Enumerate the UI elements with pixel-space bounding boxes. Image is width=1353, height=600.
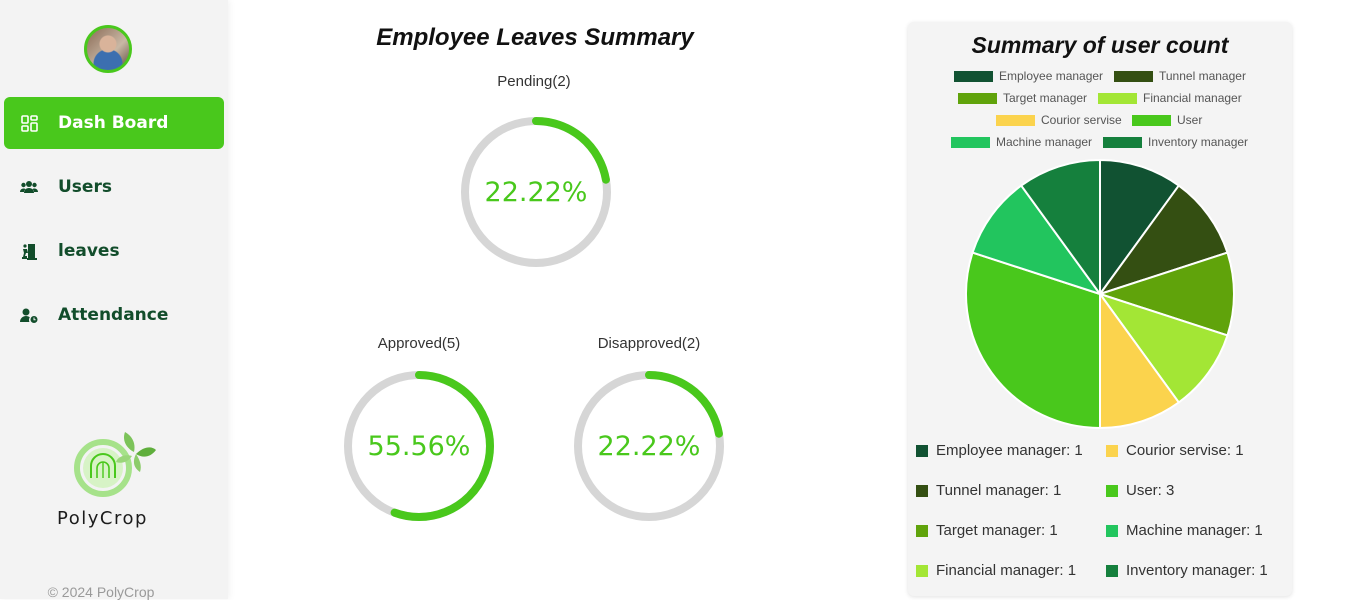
legend-swatch — [1103, 136, 1142, 148]
users-icon — [20, 178, 38, 196]
approved-percent: 55.56% — [367, 430, 471, 462]
legend-swatch — [951, 136, 990, 148]
legend-label: Courior servise — [1041, 113, 1122, 127]
count-legend-label: Employee manager: 1 — [936, 442, 1083, 459]
count-legend-label: Machine manager: 1 — [1126, 522, 1263, 539]
copyright-text: © 2024 PolyCrop — [47, 584, 155, 600]
legend-swatch — [1106, 524, 1118, 537]
legend-swatch — [1106, 564, 1118, 577]
legend-item[interactable]: Financial manager — [1098, 91, 1242, 105]
sidebar-item-attendance[interactable]: Attendance — [4, 289, 224, 341]
legend-swatch — [958, 92, 997, 104]
pending-label: Pending(2) — [497, 73, 571, 90]
legend-label: Machine manager — [996, 135, 1093, 149]
legend-item[interactable]: Machine manager — [951, 135, 1092, 149]
legend-item[interactable]: Inventory manager — [1103, 135, 1248, 149]
dashboard-icon — [20, 114, 38, 132]
leaves-summary-title: Employee Leaves Summary — [376, 24, 694, 51]
count-legend-label: User: 3 — [1126, 482, 1175, 499]
pie-slice-courior-servise[interactable] — [1099, 290, 1181, 430]
legend-swatch — [1106, 484, 1118, 497]
legend-item[interactable]: Courior servise — [996, 113, 1122, 127]
disapproved-percent: 22.22% — [597, 430, 701, 462]
pie-slice-target-manager[interactable] — [1096, 251, 1235, 337]
legend-item[interactable]: User — [1132, 113, 1202, 127]
sidebar-item-dashboard[interactable]: Dash Board — [4, 97, 224, 149]
count-legend-label: Target manager: 1 — [936, 522, 1058, 539]
legend-swatch — [954, 70, 993, 82]
legend-label: Inventory manager — [1148, 135, 1249, 149]
count-legend-item: Target manager: 1 — [916, 522, 1058, 539]
avatar[interactable] — [84, 25, 132, 73]
sidebar-item-label: Users — [58, 177, 112, 197]
legend-swatch — [916, 484, 928, 497]
legend-swatch — [1132, 114, 1171, 126]
legend-swatch — [916, 564, 928, 577]
count-legend-item: Inventory manager: 1 — [1106, 562, 1268, 579]
disapproved-label: Disapproved(2) — [597, 335, 701, 352]
sidebar-item-label: Dash Board — [58, 113, 169, 133]
count-legend-item: Machine manager: 1 — [1106, 522, 1263, 539]
pie-slice-inventory-manager[interactable] — [1019, 158, 1101, 298]
approved-progress-ring: 55.56% — [342, 369, 496, 523]
count-legend-label: Courior servise: 1 — [1126, 442, 1244, 459]
sidebar-item-label: Attendance — [58, 305, 169, 325]
pending-percent: 22.22% — [484, 176, 588, 208]
sidebar-item-label: leaves — [58, 241, 120, 261]
pie-slice-machine-manager[interactable] — [971, 184, 1103, 296]
legend-swatch — [916, 524, 928, 537]
legend-item[interactable]: Target manager — [958, 91, 1087, 105]
pie-slice-financial-manager[interactable] — [1097, 292, 1229, 404]
legend-item[interactable]: Employee manager — [954, 69, 1103, 83]
user-count-card: Summary of user count Employee manager T… — [908, 22, 1292, 596]
pie-slice-employee-manager[interactable] — [1099, 158, 1181, 298]
legend-label: User — [1177, 113, 1203, 127]
count-legend-label: Financial manager: 1 — [936, 562, 1077, 579]
legend-item[interactable]: Tunnel manager — [1114, 69, 1246, 83]
brand-name: PolyCrop — [57, 508, 148, 529]
user-count-pie-chart — [965, 158, 1235, 430]
legend-label: Tunnel manager — [1159, 69, 1246, 83]
legend-swatch — [1114, 70, 1153, 82]
sidebar-item-leaves[interactable]: leaves — [4, 225, 224, 277]
count-legend-label: Inventory manager: 1 — [1126, 562, 1268, 579]
pending-progress-ring: 22.22% — [459, 115, 613, 269]
count-legend-item: Tunnel manager: 1 — [916, 482, 1061, 499]
disapproved-progress-ring: 22.22% — [572, 369, 726, 523]
sidebar-item-users[interactable]: Users — [4, 161, 224, 213]
count-legend-item: Employee manager: 1 — [916, 442, 1083, 459]
legend-swatch — [996, 114, 1035, 126]
legend-swatch — [1098, 92, 1137, 104]
count-legend-label: Tunnel manager: 1 — [936, 482, 1062, 499]
sidebar: Dash Board Users leaves Attendance — [0, 0, 228, 600]
legend-label: Target manager — [1003, 91, 1088, 105]
pie-slice-tunnel-manager[interactable] — [1097, 184, 1229, 296]
legend-swatch — [1106, 444, 1118, 457]
count-legend-item: Financial manager: 1 — [916, 562, 1076, 579]
polycrop-logo — [58, 428, 158, 500]
user-count-title: Summary of user count — [971, 32, 1229, 58]
count-legend-item: Courior servise: 1 — [1106, 442, 1244, 459]
legend-swatch — [916, 444, 928, 457]
legend-label: Financial manager — [1143, 91, 1242, 105]
approved-label: Approved(5) — [377, 335, 461, 352]
legend-label: Employee manager — [999, 69, 1104, 83]
door-exit-icon — [20, 242, 38, 260]
user-clock-icon — [20, 306, 38, 324]
pie-slice-user[interactable] — [965, 251, 1101, 430]
count-legend-item: User: 3 — [1106, 482, 1174, 499]
